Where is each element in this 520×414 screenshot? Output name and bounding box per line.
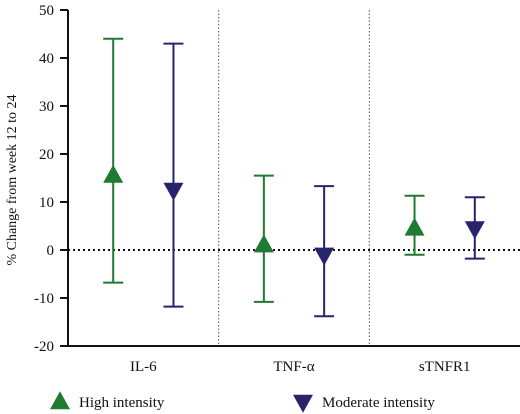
legend-marker	[50, 391, 70, 410]
data-point-triangle-down	[464, 221, 485, 240]
y-tick-label: 50	[39, 3, 54, 19]
data-point-triangle-up	[103, 164, 124, 183]
legend-marker	[293, 394, 313, 413]
legend-label: Moderate intensity	[322, 395, 435, 411]
y-tick-label: -20	[34, 339, 54, 355]
y-tick-label: 10	[39, 195, 54, 211]
x-tick-label: IL-6	[130, 359, 157, 375]
data-point-triangle-up	[253, 234, 274, 253]
legend-label: High intensity	[79, 395, 165, 411]
data-point-triangle-up	[404, 217, 425, 236]
y-tick-label: -10	[34, 291, 54, 307]
y-tick-label: 0	[47, 243, 55, 259]
plot-area: -20 -10 0 10 20 30 40 50 IL-6 TNF-α sTNFR1	[34, 3, 520, 375]
y-tick-label: 20	[39, 147, 54, 163]
data-point-triangle-down	[163, 182, 184, 201]
x-tick-label: TNF-α	[273, 359, 314, 375]
y-tick-label: 30	[39, 99, 54, 115]
y-tick-label: 40	[39, 51, 54, 67]
y-axis-label: % Change from week 12 to 24	[5, 94, 20, 265]
legend: High intensity Moderate intensity	[50, 391, 435, 413]
data-point-triangle-down	[314, 247, 335, 266]
x-tick-label: sTNFR1	[419, 359, 471, 375]
